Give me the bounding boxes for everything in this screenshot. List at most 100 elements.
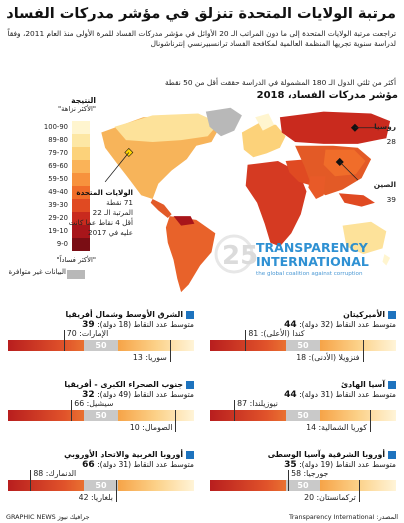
region-average-value: 39 [82,320,95,330]
svg-text:TRANSPARENCY: TRANSPARENCY [256,240,369,255]
us-callout [104,148,134,183]
map-central-america [150,199,172,218]
legend-swatch [72,147,90,160]
map-new-zealand [382,254,391,266]
region-name: الأميركيتان [210,310,396,320]
map-legend: النتيجة "الأكثر نزاهة" 100-90 89-80 79-70 6… [6,96,96,286]
map-china [323,149,366,177]
top-country-label: جورجيا: 58 [291,469,329,478]
bottom-country-label: تركمانستان: 20 [304,493,356,502]
legend-range-label: 29-20 [48,214,68,222]
bottom-country-tick [369,410,371,432]
footer-source: المصدر: Transparency International [288,513,398,521]
bottom-country-tick [169,340,171,362]
map-scandinavia [255,113,275,131]
russia-label: روسيا 28 [374,122,396,146]
legend-swatch [72,199,90,212]
region-name: الشرق الأوسط وشمال أفريقيا [8,310,194,320]
legend-scale [72,121,90,251]
svg-text:INTERNATIONAL: INTERNATIONAL [256,254,369,269]
legend-range-label: 39-30 [48,201,68,209]
map-greenland [205,107,242,137]
region-average: متوسط عدد النقاط (31 دولة): 44 [284,390,396,400]
legend-range-label: 59-50 [48,175,68,183]
map-subtitle: أكثر من ثلثي الدول الـ 180 المشمولة في ا… [164,78,396,87]
bar-midpoint-label: 50 [286,480,320,491]
bottom-country-tick [362,340,364,362]
map-india [308,176,326,199]
legend-swatch [72,238,90,251]
region-panel: أوروبا الشرقية وآسيا الوسطى متوسط عدد الن… [210,450,396,516]
legend-swatch [72,173,90,186]
legend-range-label: 49-40 [48,188,68,196]
bar-midpoint-label: 50 [84,340,118,351]
bottom-country-tick [358,480,360,502]
russia-name: روسيا [374,122,396,131]
region-average-value: 66 [82,460,95,470]
map-africa [245,161,307,247]
region-average-value: 44 [284,390,297,400]
legend-top-caption: "الأكثر نزاهة" [58,105,96,113]
region-average-value: 32 [82,390,95,400]
region-average-value: 44 [284,320,297,330]
region-panel: أوروبا الغربية والاتحاد الأوروبي متوسط عد… [8,450,194,516]
region-name: آسيا الهادئ [210,380,396,390]
us-note-2: عليه في 2017 [88,228,133,237]
legend-swatch [72,121,90,134]
region-name: أوروبا الشرقية وآسيا الوسطى [210,450,396,460]
region-name: جنوب الصحراء الكبرى - أفريقيا [8,380,194,390]
legend-range-label: 89-80 [48,136,68,144]
map-australia [342,221,387,255]
legend-title: النتيجة [71,96,96,105]
top-country-label: كندا (الأعلى): 81 [248,329,305,338]
map-russia [279,111,391,144]
score-range-bar: 50 [210,480,396,491]
header: مرتبة الولايات المتحدة تنزلق في مؤشر مدر… [0,0,404,96]
top-country-label: الدنمارك: 88 [33,469,77,478]
top-country-tick [30,470,32,491]
legend-swatch [72,186,90,199]
legend-swatch [72,212,90,225]
no-data-label: البيانات غير متوافرة [8,268,67,276]
map-venezuela [173,216,195,226]
china-value: 39 [386,195,396,204]
region-panel: الأميركيتان متوسط عدد النقاط (32 دولة): 4… [210,310,396,376]
us-rank: المرتبة الـ 22 [92,208,133,217]
region-panel: جنوب الصحراء الكبرى - أفريقيا متوسط عدد ا… [8,380,194,446]
page-title: مرتبة الولايات المتحدة تنزلق في مؤشر مدر… [6,6,396,22]
region-square-icon [186,311,194,319]
region-square-icon [186,451,194,459]
legend-range-label: 19-10 [48,227,68,235]
top-country-tick [245,330,247,351]
legend-range-label: 9-0 [56,240,68,248]
bottom-country-tick [175,410,177,432]
footer-credit: جرافيك نيوز GRAPHIC NEWS [6,513,90,521]
us-name: الولايات المتحدة [76,188,133,197]
region-square-icon [388,311,396,319]
top-country-label: نيوزيلندا: 87 [237,399,278,408]
russia-callout [350,123,377,132]
top-country-tick [234,400,236,421]
legend-swatch [72,225,90,238]
russia-value: 28 [386,137,396,146]
china-label: الصين 39 [374,180,396,204]
bar-midpoint-label: 50 [286,340,320,351]
bottom-country-tick [115,480,117,502]
bottom-country-label: بلغاريا: 42 [78,493,113,502]
us-info: الولايات المتحدة 71 نقطة المرتبة الـ 22 … [63,188,133,238]
score-range-bar: 50 [8,410,194,421]
bar-midpoint-label: 50 [286,410,320,421]
transparency-watermark: 25 TRANSPARENCY INTERNATIONAL the global… [212,230,382,282]
top-country-tick [63,330,65,351]
legend-range-label: 79-70 [48,149,68,157]
score-range-bar: 50 [210,340,396,351]
transparency-logo-icon: 25 TRANSPARENCY INTERNATIONAL the global… [214,234,369,277]
top-country-tick [288,470,290,491]
bottom-country-label: سوريا: 13 [132,353,167,362]
no-data-swatch [67,270,85,279]
score-range-bar: 50 [8,480,194,491]
region-average-value: 35 [284,460,297,470]
region-average: متوسط عدد النقاط (19 دولة): 35 [284,460,396,470]
map-southeast-asia [338,193,375,207]
svg-text:25: 25 [222,241,258,271]
